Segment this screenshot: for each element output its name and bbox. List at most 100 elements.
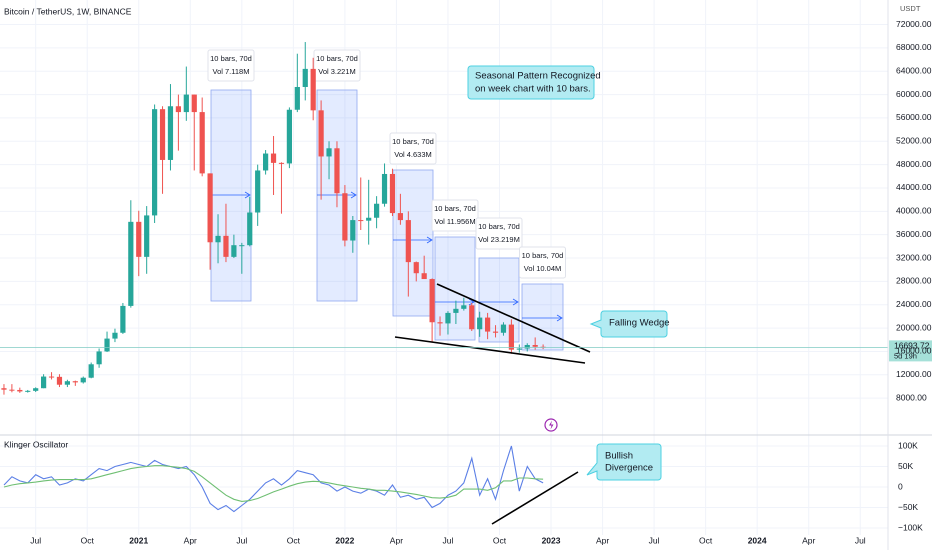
callout-text: Falling Wedge [609, 318, 670, 329]
y-tick-label: 28000.00 [896, 276, 932, 286]
box-bars-label: 10 bars, 70d [478, 222, 520, 231]
seasonal-callout: Seasonal Pattern Recognized on week char… [467, 65, 601, 100]
candle-body [144, 215, 150, 257]
candle-body [88, 364, 94, 378]
box-bars-label: 10 bars, 70d [392, 137, 434, 146]
last-price-tag [889, 340, 932, 362]
candle-body [120, 305, 126, 333]
candle-body [413, 262, 419, 274]
seasonal-box [434, 236, 476, 341]
oscillator [3, 445, 544, 513]
candles [1, 42, 546, 395]
currency-label: USDT [900, 4, 921, 13]
candle-body [477, 317, 483, 330]
candle-body [231, 245, 237, 257]
candle-body [25, 390, 31, 392]
candle-body [429, 279, 435, 323]
candle-body [9, 389, 15, 391]
x-tick-label: Apr [184, 535, 197, 545]
y-tick-label: 72000.00 [896, 19, 932, 29]
candle-body [294, 86, 300, 110]
candle-body [374, 203, 380, 218]
candle-body [207, 173, 213, 243]
seasonal-box [392, 169, 434, 317]
candle-body [33, 388, 39, 391]
candle-body [500, 324, 507, 333]
x-tick-label: 2024 [748, 535, 767, 545]
callout-text: Divergence [605, 463, 653, 474]
candle-body [17, 389, 23, 392]
arrow-head [426, 236, 433, 244]
x-tick-label: Jul [443, 535, 454, 545]
candle-body [183, 94, 189, 113]
callout-text: on week chart with 10 bars. [475, 84, 591, 95]
candle-body [485, 317, 491, 332]
oscillator-line [3, 465, 544, 502]
candle-body [278, 162, 285, 164]
y-tick-label: 100K [898, 440, 918, 450]
y-tick-label: 50K [898, 461, 913, 471]
callout-box [589, 310, 668, 338]
candle-body [80, 377, 86, 383]
box-volume-label: Vol 7.118M [213, 67, 250, 76]
candle-body [310, 68, 316, 111]
arrow-head [244, 191, 251, 199]
x-tick-label: 2021 [129, 535, 148, 545]
box-bars-label: 10 bars, 70d [434, 204, 476, 213]
divergence-line [491, 471, 579, 525]
candle-body [239, 245, 245, 247]
y-tick-label: 64000.00 [896, 65, 932, 75]
candle-body [96, 351, 102, 365]
x-tick-label: Oct [81, 535, 95, 545]
candle-body [453, 308, 459, 313]
box-bars-label: 10 bars, 70d [316, 54, 358, 63]
x-tick-label: 2022 [335, 535, 354, 545]
x-tick-label: Apr [390, 535, 403, 545]
candle-body [405, 220, 411, 263]
wedge-upper-line [436, 283, 591, 353]
y-tick-label: −50K [898, 502, 918, 512]
wedge-lower-line [394, 336, 586, 364]
candle-body [167, 106, 174, 160]
candle-body [397, 213, 403, 221]
symbol-title: Bitcoin / TetherUS, 1W, BINANCE [4, 6, 132, 16]
x-tick-label: Jul [30, 535, 41, 545]
candle-body [461, 305, 467, 309]
y-tick-label: 12000.00 [896, 369, 932, 379]
callout-text: Seasonal Pattern Recognized [475, 71, 601, 82]
candle-body [270, 153, 277, 163]
candle-body [437, 322, 443, 324]
candle-body [159, 109, 166, 160]
callout-box [467, 65, 595, 100]
candle-body [334, 148, 340, 194]
divergence-callout: Bullish Divergence [586, 443, 662, 481]
label-box [475, 217, 523, 250]
axes: Jul Oct 2021 Apr Jul Oct 2022 Apr Jul Oct 2023 Apr J… [30, 19, 931, 545]
alert-icon[interactable] [544, 418, 558, 432]
y-tick-label: 20000.00 [896, 322, 932, 332]
countdown-label: 5d 19h [894, 351, 917, 360]
candle-body [56, 376, 63, 385]
oscillator-line [3, 445, 544, 513]
box-volume-label: Vol 3.221M [318, 67, 356, 76]
candle-body [64, 381, 70, 385]
box-volume-label: Vol 4.633M [394, 150, 432, 159]
wedge-callout: Falling Wedge [589, 310, 670, 338]
y-tick-label: 36000.00 [896, 229, 932, 239]
candle-body [104, 338, 110, 352]
label-box [207, 49, 255, 82]
candle-body [41, 376, 47, 389]
y-tick-label: 32000.00 [896, 252, 932, 262]
y-tick-label: 48000.00 [896, 159, 932, 169]
box-bars-label: 10 bars, 70d [522, 251, 564, 260]
y-tick-label: 16000.00 [896, 346, 932, 356]
candle-body [72, 381, 78, 383]
y-tick-label: 60000.00 [896, 89, 932, 99]
candle-body [389, 173, 396, 214]
candle-body [358, 220, 364, 222]
label-box [431, 199, 479, 232]
candle-body [247, 212, 253, 246]
x-tick-label: Oct [699, 535, 713, 545]
x-tick-label: Apr [596, 535, 609, 545]
